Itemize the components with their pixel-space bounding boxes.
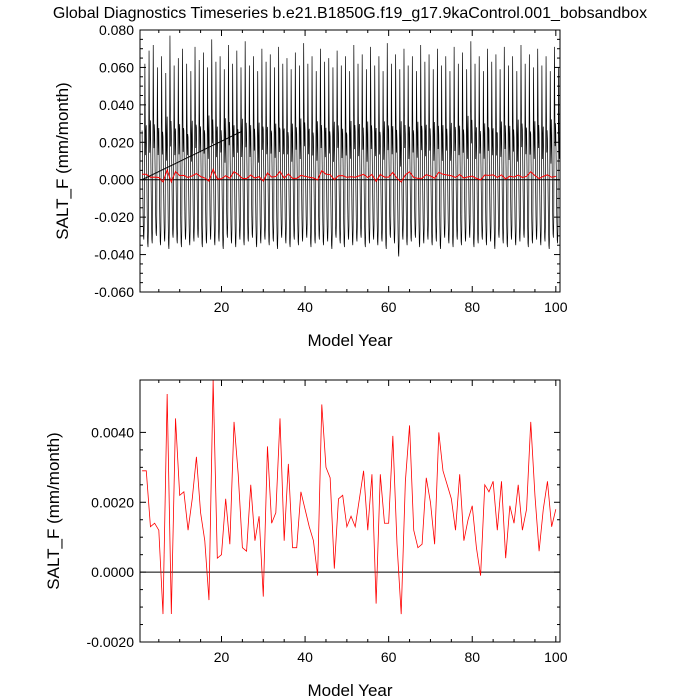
bottom-x-tick-label: 100 [544, 649, 568, 665]
top-y-tick-label: 0.080 [99, 22, 134, 38]
bottom-x-axis-title: Model Year [307, 681, 392, 700]
top-annual-series [142, 168, 556, 184]
top-y-axis-title: SALT_F (mm/month) [53, 82, 72, 239]
top-y-tick-label: 0.020 [99, 134, 134, 150]
top-y-tick-label: -0.040 [94, 247, 134, 263]
top-x-tick-label: 20 [214, 299, 230, 315]
top-y-tick-label: -0.020 [94, 209, 134, 225]
top-y-tick-label: 0.040 [99, 97, 134, 113]
bottom-plot-frame [139, 379, 561, 643]
top-x-tick-label: 80 [464, 299, 480, 315]
bottom-y-axis-title: SALT_F (mm/month) [44, 432, 63, 589]
chart-title: Global Diagnostics Timeseries b.e21.B185… [53, 5, 647, 22]
top-x-tick-label: 40 [297, 299, 313, 315]
bottom-x-tick-label: 40 [297, 649, 313, 665]
bottom-annual-series [142, 379, 557, 615]
bottom-y-tick-label: 0.0040 [91, 424, 134, 440]
top-monthly-series [141, 35, 560, 257]
top-x-tick-label: 100 [544, 299, 568, 315]
bottom-x-tick-label: 80 [464, 649, 480, 665]
top-trend-line [141, 130, 243, 181]
annual-mean-line [142, 168, 556, 184]
bottom-x-tick-label: 60 [381, 649, 397, 665]
top-y-tick-label: 0.060 [99, 59, 134, 75]
monthly-series-line [141, 35, 560, 257]
trend-line [141, 130, 243, 181]
bottom-y-tick-label: 0.0020 [91, 494, 134, 510]
top-panel: 20 40 60 80 100 -0.060 -0.040 -0.020 0.000 0.020 0… [53, 22, 568, 350]
top-axis-ticks: 20 40 60 80 100 -0.060 -0.040 -0.020 0.000 0.020 0… [94, 22, 567, 315]
bottom-axis-ticks: 20 40 60 80 100 -0.0020 0.0000 0.0020 0.0040 [87, 380, 568, 665]
bottom-panel: 20 40 60 80 100 -0.0020 0.0000 0.0020 0.0040 Mod… [44, 379, 568, 700]
top-x-tick-label: 60 [381, 299, 397, 315]
bottom-x-tick-label: 20 [214, 649, 230, 665]
annual-series-line [142, 379, 557, 615]
bottom-y-tick-label: -0.0020 [87, 634, 135, 650]
top-y-tick-label: -0.060 [94, 284, 134, 300]
top-x-axis-title: Model Year [307, 331, 392, 350]
top-y-tick-label: 0.000 [99, 172, 134, 188]
bottom-y-tick-label: 0.0000 [91, 564, 134, 580]
